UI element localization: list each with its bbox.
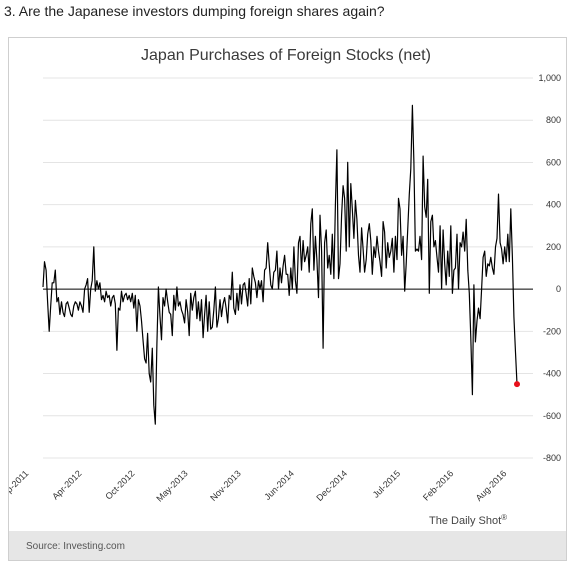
y-tick-label: -400 xyxy=(543,369,561,379)
x-tick-label: Oct-2012 xyxy=(103,468,136,501)
y-tick-label: -800 xyxy=(543,453,561,463)
series-line xyxy=(42,104,518,425)
question-heading: 3. Are the Japanese investors dumping fo… xyxy=(4,3,385,19)
latest-point-marker xyxy=(514,381,520,388)
x-tick-label: Jul-2015 xyxy=(371,468,402,499)
grid-layer xyxy=(43,77,533,459)
x-tick-label: Apr-2012 xyxy=(50,468,83,501)
source-bar: Source: Investing.com xyxy=(9,531,566,560)
purchases-line-chart: 1,000 800 600 400 200 0 -200 -400 -600 -800 Sep-2… xyxy=(9,47,561,527)
y-tick-label: -600 xyxy=(543,411,561,421)
chart-frame: 1,000 800 600 400 200 0 -200 -400 -600 -800 Sep-2… xyxy=(8,37,567,561)
x-tick-labels: Sep-2011 Apr-2012 Oct-2012 May-2013 Nov-2013… xyxy=(9,468,508,503)
y-tick-label: 0 xyxy=(556,284,561,294)
x-tick-label: Dec-2014 xyxy=(314,468,349,503)
y-tick-label: 400 xyxy=(546,200,561,210)
y-tick-label: -200 xyxy=(543,326,561,336)
y-tick-label: 200 xyxy=(546,242,561,252)
chart-title: Japan Purchases of Foreign Stocks (net) xyxy=(141,47,431,64)
y-tick-label: 800 xyxy=(546,115,561,125)
source-credit: Source: Investing.com xyxy=(26,541,125,552)
x-tick-label: Jun-2014 xyxy=(262,468,296,502)
x-tick-label: Nov-2013 xyxy=(208,468,243,503)
x-tick-label: Aug-2016 xyxy=(474,468,509,503)
x-tick-label: Sep-2011 xyxy=(9,468,30,502)
watermark: The Daily Shot® xyxy=(429,513,507,527)
x-tick-label: May-2013 xyxy=(154,468,189,503)
watermark-text: The Daily Shot xyxy=(429,515,501,527)
y-tick-labels: 1,000 800 600 400 200 0 -200 -400 -600 -800 xyxy=(538,73,561,463)
y-tick-label: 1,000 xyxy=(538,73,561,83)
series-layer xyxy=(42,104,520,425)
y-tick-label: 600 xyxy=(546,157,561,167)
watermark-registered-mark: ® xyxy=(501,513,507,522)
x-tick-label: Feb-2016 xyxy=(421,468,455,502)
